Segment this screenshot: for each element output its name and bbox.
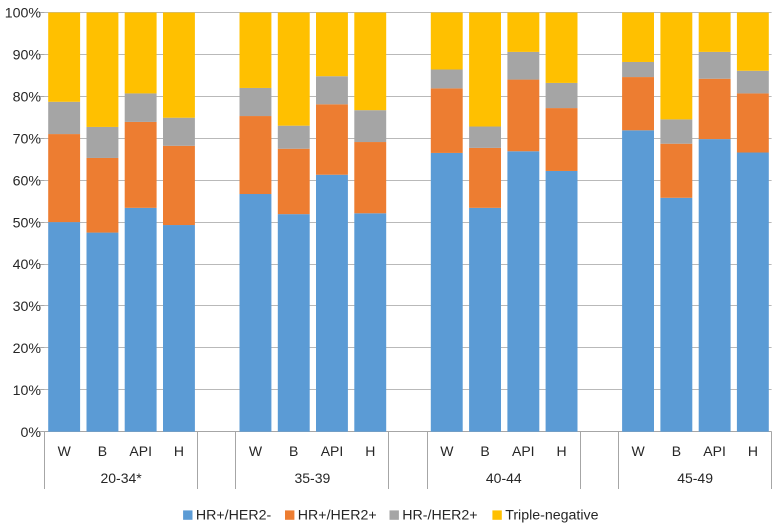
svg-text:70%: 70%	[13, 132, 42, 148]
svg-text:API: API	[703, 443, 726, 459]
svg-text:40-44: 40-44	[486, 470, 522, 486]
svg-text:W: W	[249, 443, 263, 459]
svg-text:B: B	[480, 443, 489, 459]
svg-text:60%: 60%	[13, 173, 42, 189]
svg-text:W: W	[440, 443, 454, 459]
svg-text:B: B	[672, 443, 681, 459]
svg-text:B: B	[98, 443, 107, 459]
svg-text:Triple-negative: Triple-negative	[505, 507, 598, 523]
svg-text:40%: 40%	[13, 257, 42, 273]
svg-text:90%: 90%	[13, 48, 42, 64]
svg-text:API: API	[512, 443, 535, 459]
svg-text:30%: 30%	[13, 299, 42, 315]
svg-text:10%: 10%	[13, 383, 42, 399]
svg-text:45-49: 45-49	[677, 470, 713, 486]
svg-text:80%: 80%	[13, 90, 42, 106]
svg-text:B: B	[289, 443, 298, 459]
svg-text:50%: 50%	[13, 215, 42, 231]
svg-text:HR-/HER2+: HR-/HER2+	[402, 507, 477, 523]
svg-text:API: API	[321, 443, 344, 459]
svg-text:H: H	[557, 443, 567, 459]
svg-text:100%: 100%	[5, 6, 42, 22]
svg-text:20-34*: 20-34*	[100, 470, 142, 486]
svg-text:0%: 0%	[20, 425, 41, 441]
svg-text:W: W	[631, 443, 645, 459]
svg-text:W: W	[58, 443, 72, 459]
svg-text:H: H	[365, 443, 375, 459]
svg-text:HR+/HER2-: HR+/HER2-	[196, 507, 272, 523]
svg-text:HR+/HER2+: HR+/HER2+	[298, 507, 377, 523]
svg-text:API: API	[129, 443, 152, 459]
svg-text:H: H	[174, 443, 184, 459]
svg-text:H: H	[748, 443, 758, 459]
svg-text:35-39: 35-39	[294, 470, 330, 486]
svg-text:20%: 20%	[13, 341, 42, 357]
